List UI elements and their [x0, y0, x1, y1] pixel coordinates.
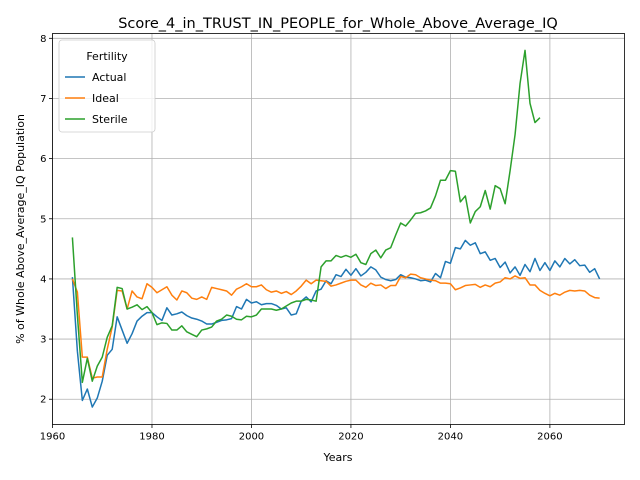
series-line-ideal	[71, 273, 600, 379]
legend: Fertility Actual Ideal Sterile	[58, 39, 156, 133]
y-tick-label: 4	[40, 274, 46, 285]
y-tick-label: 2	[40, 395, 46, 406]
y-tick-label: 3	[40, 335, 46, 346]
series-line-sterile	[71, 49, 541, 384]
legend-label-ideal: Ideal	[92, 92, 119, 105]
x-tick-label: 2060	[537, 432, 562, 443]
series-lines	[71, 49, 601, 408]
axis-ticks: 1960 1980 2000 2020 2040 2060 2 3 4 5 6 7 8	[40, 34, 563, 443]
legend-label-actual: Actual	[92, 71, 126, 84]
y-tick-label: 7	[40, 94, 46, 105]
series-line-actual	[71, 239, 601, 408]
x-tick-label: 2000	[239, 432, 264, 443]
plot-frame	[52, 33, 625, 425]
x-axis-label: Years	[322, 451, 352, 464]
x-tick-label: 2020	[338, 432, 363, 443]
y-axis-label: % of Whole Above_Average_IQ Population	[14, 114, 27, 344]
grid-lines	[52, 33, 625, 425]
x-tick-label: 1960	[40, 432, 65, 443]
x-tick-label: 2040	[438, 432, 463, 443]
y-tick-label: 6	[40, 154, 46, 165]
legend-box	[58, 39, 156, 133]
y-tick-label: 5	[40, 214, 46, 225]
legend-title: Fertility	[86, 50, 128, 63]
legend-label-sterile: Sterile	[92, 113, 128, 126]
y-tick-label: 8	[40, 34, 46, 45]
x-tick-label: 1980	[139, 432, 164, 443]
chart-title: Score_4_in_TRUST_IN_PEOPLE_for_Whole_Abo…	[118, 16, 558, 32]
